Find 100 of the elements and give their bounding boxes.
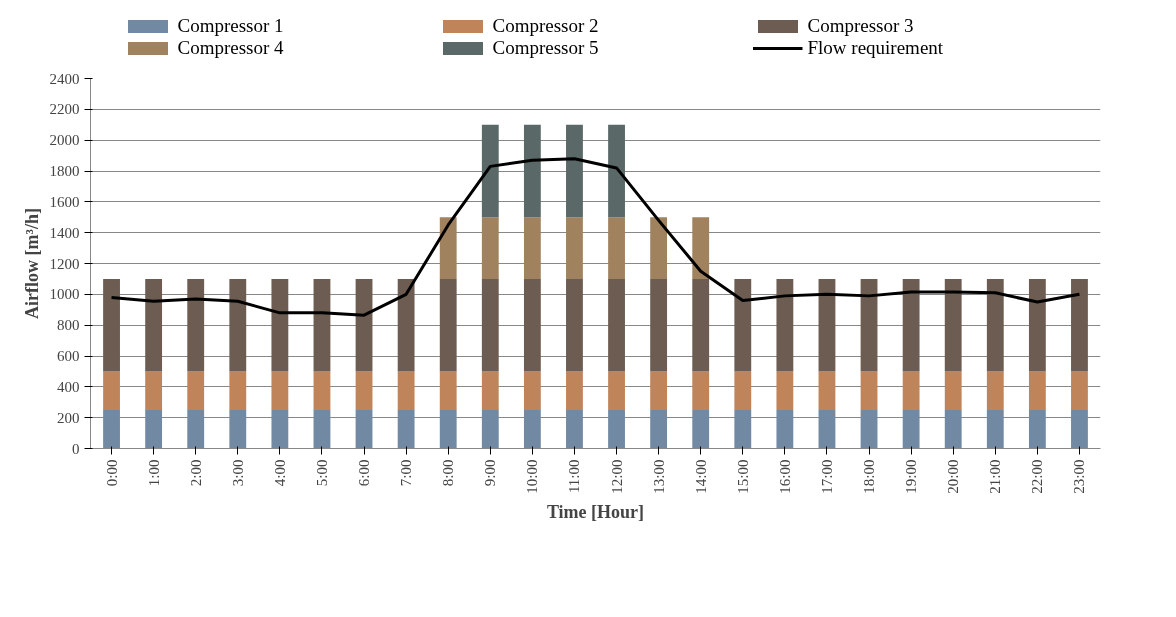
bar	[650, 217, 668, 279]
bar	[439, 371, 457, 410]
bar	[986, 278, 1004, 372]
x-tick-label: 21:00	[987, 459, 1004, 494]
bar	[523, 371, 541, 410]
y-tick-label: 800	[57, 317, 80, 334]
y-tick-label: 400	[57, 378, 80, 395]
bar	[1071, 371, 1088, 410]
bar	[313, 278, 331, 372]
bar	[692, 409, 710, 449]
bar	[1028, 278, 1046, 372]
bar	[776, 278, 794, 372]
bar	[608, 278, 625, 372]
bar	[818, 409, 836, 449]
y-tick-label: 1000	[49, 286, 80, 303]
legend-label: Compressor 2	[492, 15, 600, 37]
bar	[229, 371, 247, 410]
bar	[734, 409, 752, 449]
bar	[860, 409, 878, 449]
bar	[187, 371, 205, 410]
y-tick-label: 1400	[49, 224, 80, 241]
x-tick-label: 23:00	[1071, 459, 1088, 494]
legend-label: Flow requirement	[807, 37, 945, 59]
bar	[481, 217, 499, 279]
bar	[439, 217, 457, 279]
bar	[734, 371, 752, 410]
y-tick-label: 200	[57, 409, 80, 426]
bar	[523, 124, 541, 218]
bar	[229, 409, 247, 449]
bar	[608, 217, 625, 279]
legend-label: Compressor 4	[177, 37, 285, 59]
bar	[397, 409, 415, 449]
line-series	[110, 157, 1081, 317]
x-tick-label: 7:00	[398, 459, 415, 487]
bar	[271, 371, 289, 410]
x-tick-label: 20:00	[945, 459, 962, 494]
x-tick-label: 10:00	[524, 459, 541, 494]
bar	[944, 371, 962, 410]
bar	[860, 278, 878, 372]
x-tick-label: 9:00	[482, 459, 499, 487]
y-tick-label: 2000	[49, 132, 80, 149]
bar	[692, 217, 710, 279]
y-tick-label: 1200	[49, 255, 80, 272]
x-tick-label: 6:00	[356, 459, 373, 487]
x-tick-label: 8:00	[440, 459, 457, 487]
bar	[902, 371, 920, 410]
bar	[271, 278, 289, 372]
bar	[944, 409, 962, 449]
x-tick-label: 14:00	[692, 459, 709, 494]
bar	[1028, 409, 1046, 449]
bar	[566, 409, 583, 449]
x-tick-label: 13:00	[650, 459, 667, 494]
bar	[608, 409, 625, 449]
bar	[355, 278, 373, 372]
x-tick-label: 12:00	[608, 459, 625, 494]
bar	[523, 409, 541, 449]
bar	[145, 409, 163, 449]
bar	[608, 371, 625, 410]
x-tick-label: 16:00	[776, 459, 793, 494]
bar	[566, 124, 583, 218]
bar	[313, 371, 331, 410]
bar	[103, 409, 120, 449]
bar	[776, 371, 794, 410]
legend-label: Compressor 1	[177, 15, 285, 37]
bar	[145, 278, 163, 372]
bar	[902, 278, 920, 372]
bar	[103, 371, 120, 410]
bar	[481, 371, 499, 410]
x-tick-label: 5:00	[313, 459, 330, 487]
bar	[481, 124, 499, 218]
bar	[439, 409, 457, 449]
x-tick-label: 4:00	[271, 459, 288, 487]
x-tick-label: 22:00	[1029, 459, 1046, 494]
bar	[439, 278, 457, 372]
x-tick-label: 19:00	[903, 459, 920, 494]
bar	[650, 409, 668, 449]
x-axis-title: Time [Hour]	[546, 501, 645, 522]
bar	[566, 217, 583, 279]
bar	[481, 409, 499, 449]
bar	[818, 371, 836, 410]
bar	[650, 278, 668, 372]
bar	[692, 278, 710, 372]
bar	[187, 409, 205, 449]
bar	[986, 371, 1004, 410]
bar	[313, 409, 331, 449]
bar	[271, 409, 289, 449]
y-tick-label: 0	[72, 440, 80, 457]
x-tick-label: 17:00	[818, 459, 835, 494]
bar	[187, 278, 205, 372]
bar	[692, 371, 710, 410]
bar	[944, 278, 962, 372]
bar	[145, 371, 163, 410]
bar	[986, 409, 1004, 449]
y-axis-title: Airflow [m³/h]	[21, 208, 42, 319]
legend-label: Compressor 3	[807, 15, 915, 37]
x-tick-label: 18:00	[861, 459, 878, 494]
y-tick-label: 2400	[49, 70, 80, 87]
bar	[481, 278, 499, 372]
x-tick-label: 11:00	[566, 459, 583, 494]
x-tick-label: 1:00	[145, 459, 162, 487]
